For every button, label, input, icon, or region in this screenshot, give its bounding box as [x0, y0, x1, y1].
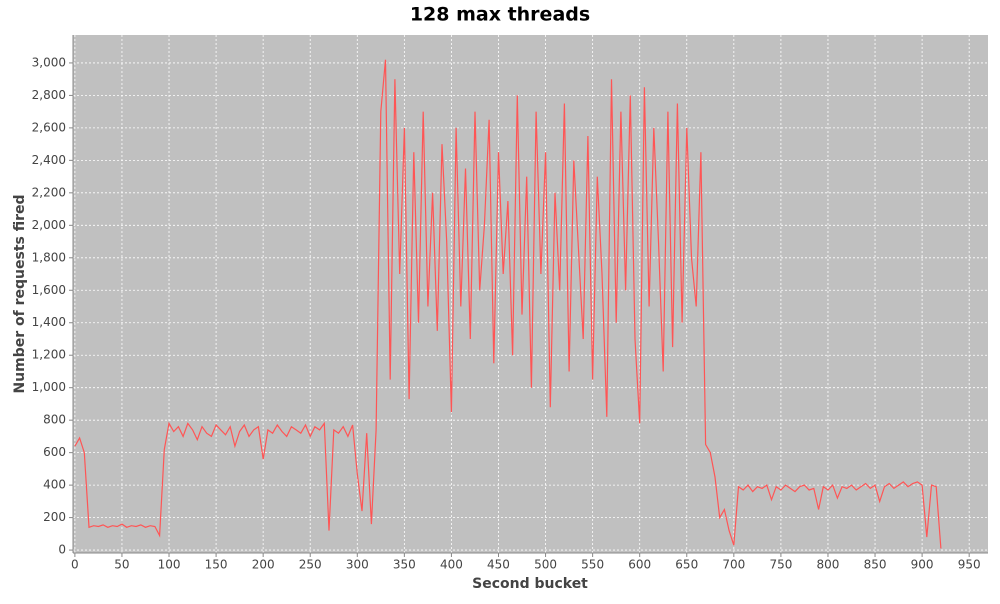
x-tick-label: 450 [487, 558, 510, 572]
x-tick-label: 950 [958, 558, 981, 572]
x-tick-label: 850 [864, 558, 887, 572]
y-tick-label: 2,200 [32, 185, 66, 199]
x-tick-label: 250 [299, 558, 322, 572]
x-tick-label: 900 [911, 558, 934, 572]
plot-area [73, 35, 988, 553]
x-tick-label: 0 [71, 558, 79, 572]
data-line [74, 59, 942, 549]
x-axis-title: Second bucket [472, 576, 588, 592]
x-tick-label: 550 [581, 558, 604, 572]
y-tick-label: 200 [43, 510, 66, 524]
y-tick-label: 2,600 [32, 120, 66, 134]
x-tick-label: 100 [158, 558, 181, 572]
x-tick-label: 600 [628, 558, 651, 572]
y-tick-label: 2,800 [32, 88, 66, 102]
x-tick-label: 700 [722, 558, 745, 572]
y-tick-label: 800 [43, 413, 66, 427]
x-tick-label: 750 [769, 558, 792, 572]
chart-title: 128 max threads [410, 4, 590, 26]
y-tick-label: 400 [43, 478, 66, 492]
x-tick-label: 200 [252, 558, 275, 572]
y-tick-label: 600 [43, 445, 66, 459]
y-tick-label: 2,000 [32, 218, 66, 232]
y-tick-label: 1,200 [32, 348, 66, 362]
x-tick-label: 650 [675, 558, 698, 572]
x-tick-label: 500 [534, 558, 557, 572]
y-tick-label: 1,800 [32, 250, 66, 264]
x-tick-label: 350 [393, 558, 416, 572]
y-tick-label: 1,400 [32, 315, 66, 329]
x-tick-label: 800 [817, 558, 840, 572]
y-tick-label: 1,600 [32, 283, 66, 297]
y-tick-label: 3,000 [32, 55, 66, 69]
x-tick-label: 150 [205, 558, 228, 572]
y-tick-label: 1,000 [32, 380, 66, 394]
y-tick-label: 2,400 [32, 153, 66, 167]
x-tick-label: 300 [346, 558, 369, 572]
y-axis-title: Number of requests fired [12, 194, 28, 393]
y-tick-label: 0 [58, 543, 66, 557]
x-tick-label: 400 [440, 558, 463, 572]
x-tick-label: 50 [114, 558, 129, 572]
